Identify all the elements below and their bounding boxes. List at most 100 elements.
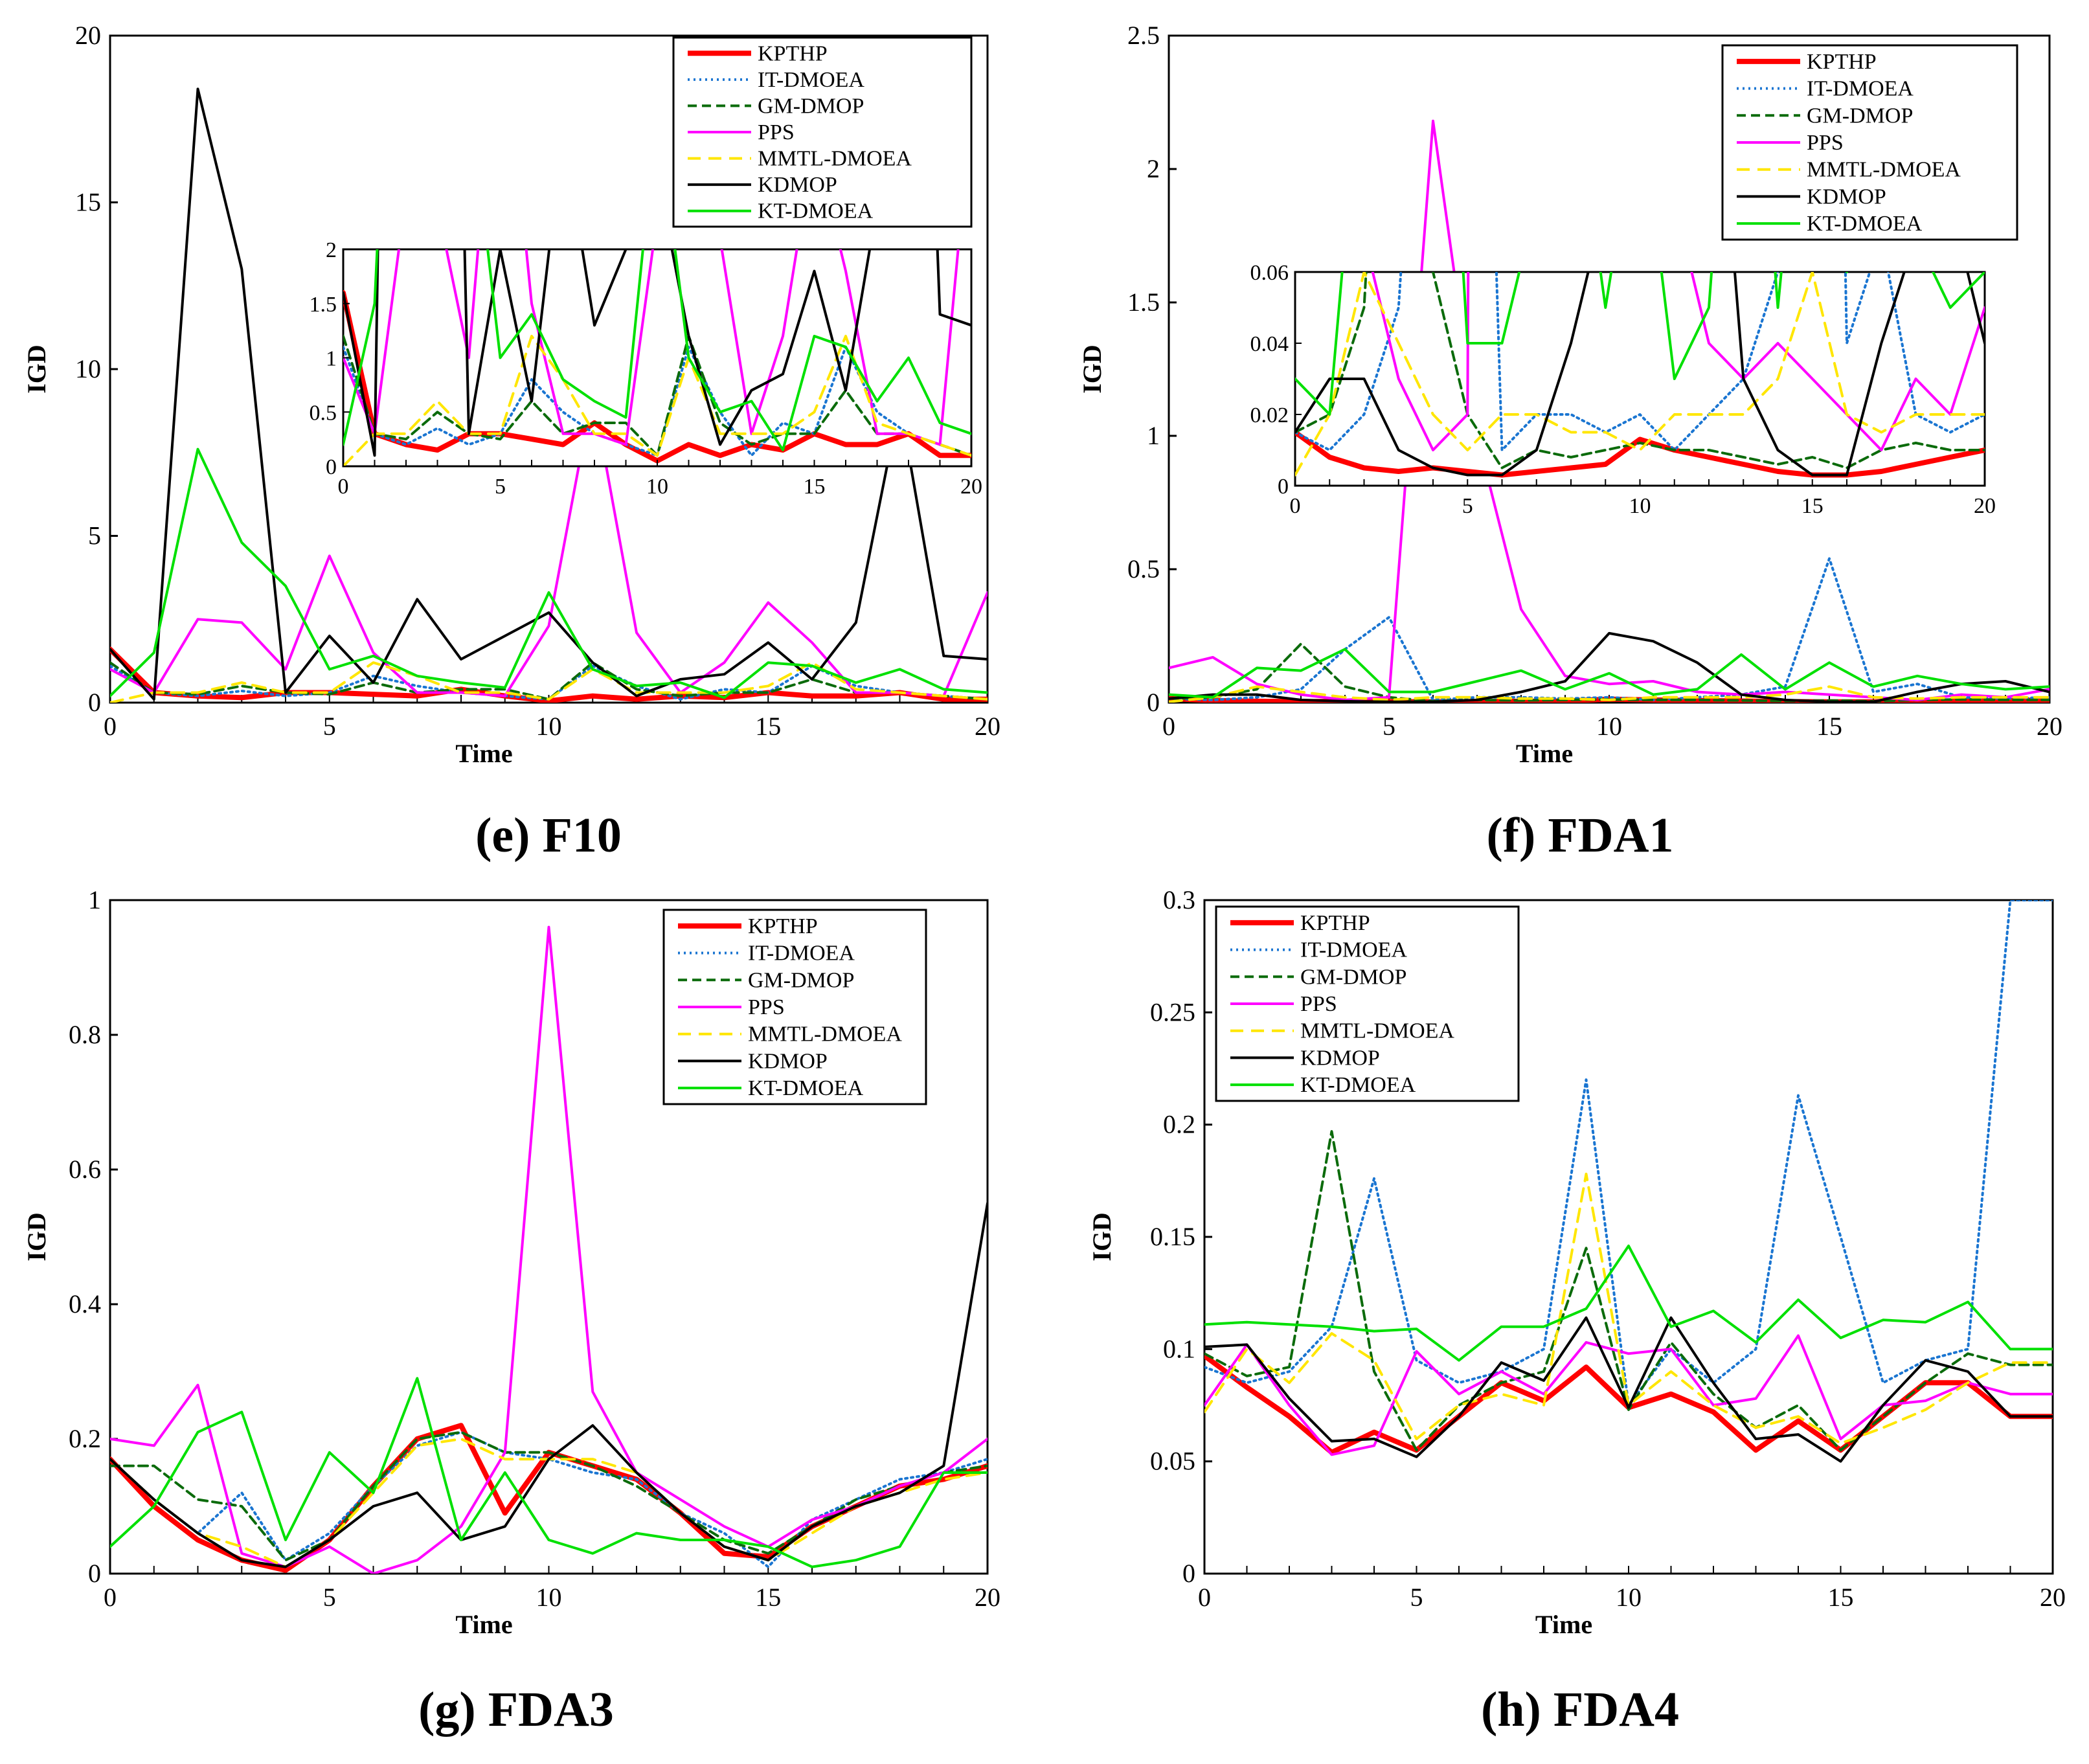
main-series-kdmop xyxy=(1204,1316,2053,1463)
main-series-it-dmoea xyxy=(1169,557,2049,701)
legend-label-kpthp: KPTHP xyxy=(758,41,828,65)
inset-x-tick-label: 0 xyxy=(1290,494,1301,518)
legend-label-gm-dmop: GM-DMOP xyxy=(1300,965,1406,989)
main-series-kt-dmoea xyxy=(1204,1244,2053,1362)
legend-label-kt-dmoea: KT-DMOEA xyxy=(1807,212,1923,236)
legend-label-it-dmoea: IT-DMOEA xyxy=(1807,77,1914,101)
inset-series-it-dmoea xyxy=(1295,272,1985,451)
legend-label-it-dmoea: IT-DMOEA xyxy=(758,68,864,92)
legend-label-it-dmoea: IT-DMOEA xyxy=(748,942,855,966)
inset-series-pps xyxy=(343,249,960,446)
y-tick-label: 0.05 xyxy=(1150,1447,1195,1476)
y-tick-label: 0.2 xyxy=(1163,1110,1195,1139)
inset-x-tick-label: 5 xyxy=(1462,494,1473,518)
main-series-kdmop xyxy=(1169,631,2049,703)
y-axis-label: IGD xyxy=(22,1212,51,1261)
y-tick-label: 0 xyxy=(88,688,101,717)
y-tick-label: 0 xyxy=(1182,1559,1195,1588)
inset-y-tick-label: 0.06 xyxy=(1250,261,1289,285)
y-tick-label: 0.25 xyxy=(1150,997,1195,1026)
main-series-it-dmoea xyxy=(110,1430,988,1568)
main-series-gm-dmop xyxy=(1204,1130,2053,1452)
y-tick-label: 1 xyxy=(1147,421,1160,450)
x-axis-label: Time xyxy=(455,1610,512,1639)
legend-label-kdmop: KDMOP xyxy=(748,1049,828,1073)
main-series-mmtl-dmoea xyxy=(1169,685,2049,703)
y-tick-label: 0.5 xyxy=(1127,554,1160,583)
caption-h: (h) FDA4 xyxy=(1481,1682,1679,1737)
inset-series-kt-dmoea xyxy=(343,249,971,451)
legend-label-it-dmoea: IT-DMOEA xyxy=(1300,938,1407,962)
y-tick-label: 0 xyxy=(88,1559,101,1588)
y-tick-label: 0.3 xyxy=(1163,885,1195,914)
inset-x-tick-label: 5 xyxy=(495,475,506,499)
x-tick-label: 20 xyxy=(2040,1583,2066,1612)
legend-label-kpthp: KPTHP xyxy=(748,914,818,938)
y-tick-label: 2.5 xyxy=(1127,21,1160,50)
x-tick-label: 5 xyxy=(1410,1583,1423,1612)
inset-series-mmtl-dmoea xyxy=(343,335,971,466)
y-tick-label: 5 xyxy=(88,521,101,550)
legend-label-kdmop: KDMOP xyxy=(1300,1046,1380,1070)
inset-e: 00.511.520 5 10 15 20 xyxy=(310,238,983,499)
main-series-pps xyxy=(1204,1334,2053,1456)
main-series-kpthp xyxy=(110,646,988,703)
y-tick-label: 0.4 xyxy=(69,1289,101,1318)
x-tick-label: 15 xyxy=(1828,1583,1854,1612)
legend-label-pps: PPS xyxy=(758,120,795,144)
legend-label-gm-dmop: GM-DMOP xyxy=(748,968,854,992)
inset-series-kdmop xyxy=(343,249,971,457)
legend-label-mmtl-dmoea: MMTL-DMOEA xyxy=(1300,1019,1454,1043)
x-axis-label: Time xyxy=(1516,739,1573,768)
legend-h: KPTHP IT-DMOEA GM-DMOP PPS MMTL-DMOEA KDMOP KT… xyxy=(1215,905,1520,1102)
inset-f: 0 0.02 0.04 0.06 0 5 10 15 20 xyxy=(1250,261,1996,518)
legend-label-mmtl-dmoea: MMTL-DMOEA xyxy=(758,147,912,171)
x-tick-label: 15 xyxy=(1816,712,1842,741)
legend-label-kdmop: KDMOP xyxy=(758,173,837,197)
y-tick-label: 20 xyxy=(75,21,101,50)
y-tick-label: 2 xyxy=(1147,154,1160,183)
inset-y-tick-label: 1 xyxy=(326,347,337,371)
y-axis-label: IGD xyxy=(22,345,51,394)
inset-y-tick-label: 0.04 xyxy=(1250,332,1289,356)
main-series-mmtl-dmoea xyxy=(110,661,988,703)
inset-x-tick-label: 15 xyxy=(804,475,826,499)
inset-x-tick-label: 10 xyxy=(1629,494,1651,518)
main-series-gm-dmop xyxy=(110,1430,988,1562)
inset-series-gm-dmop xyxy=(1295,272,1985,469)
legend-label-kdmop: KDMOP xyxy=(1807,185,1886,209)
main-series-kdmop xyxy=(110,1202,988,1568)
x-tick-label: 0 xyxy=(1162,712,1175,741)
inset-x-tick-label: 20 xyxy=(1974,494,1996,518)
y-tick-label: 0.8 xyxy=(69,1020,101,1049)
legend-label-kt-dmoea: KT-DMOEA xyxy=(748,1076,864,1100)
inset-series-kdmop xyxy=(1295,272,1985,477)
legend-label-kpthp: KPTHP xyxy=(1300,911,1370,935)
legend-label-gm-dmop: GM-DMOP xyxy=(758,94,864,118)
inset-series-kpthp xyxy=(1295,429,1985,478)
legend-label-kt-dmoea: KT-DMOEA xyxy=(758,199,874,223)
main-series-kt-dmoea xyxy=(1169,648,2049,699)
y-tick-label: 1 xyxy=(88,885,101,914)
y-tick-label: 0.6 xyxy=(69,1155,101,1184)
x-tick-label: 0 xyxy=(104,1583,117,1612)
caption-g: (g) FDA3 xyxy=(418,1682,614,1737)
x-tick-label: 15 xyxy=(755,1583,781,1612)
y-tick-label: 0.1 xyxy=(1163,1334,1195,1363)
chart-f: 0 0.5 1 1.5 2 2.5 0 5 10 15 20 Time IGD 0 0.02 0.04 0.06… xyxy=(1078,21,2062,863)
y-tick-label: 10 xyxy=(75,354,101,383)
main-series-kt-dmoea xyxy=(110,1377,988,1568)
legend-label-pps: PPS xyxy=(748,995,785,1019)
chart-g: 00.20.40.60.810 5 10 15 20TimeIGDKPTHPIT-DMO… xyxy=(22,885,1000,1737)
inset-x-tick-label: 10 xyxy=(646,475,668,499)
inset-series-mmtl-dmoea xyxy=(1295,272,1985,477)
x-tick-label: 10 xyxy=(1596,712,1622,741)
x-tick-label: 10 xyxy=(536,712,562,741)
x-tick-label: 20 xyxy=(975,1583,1000,1612)
x-tick-label: 10 xyxy=(1616,1583,1642,1612)
legend-f: KPTHP IT-DMOEA GM-DMOP PPS MMTL-DMOEA KDMOP KT… xyxy=(1721,44,2018,241)
legend-label-gm-dmop: GM-DMOP xyxy=(1807,104,1913,128)
